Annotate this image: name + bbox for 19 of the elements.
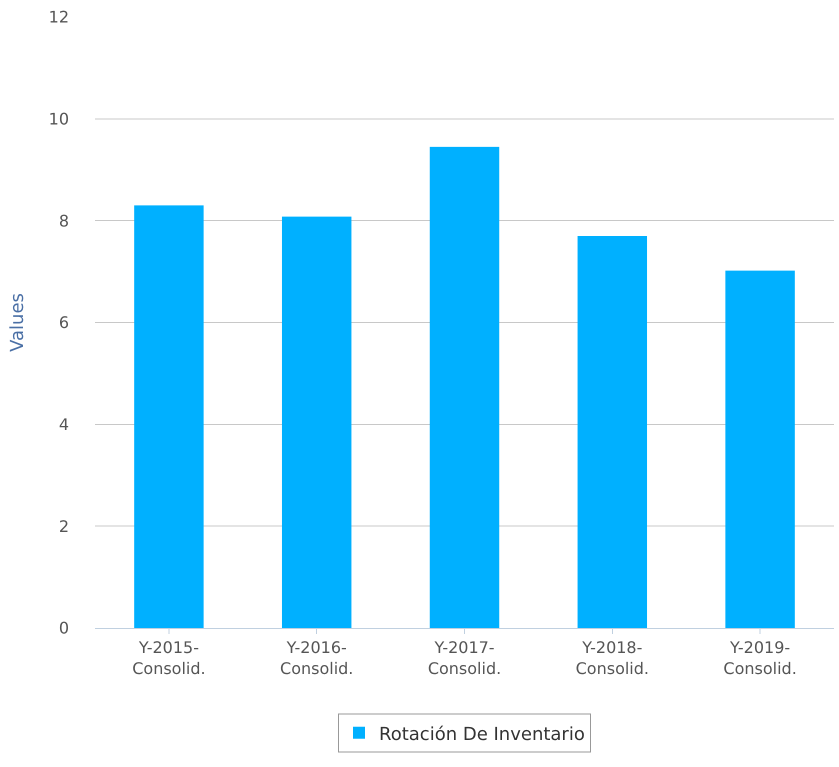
y-axis-title: Values <box>6 293 28 352</box>
y-tick-label: 8 <box>58 211 69 230</box>
legend-label: Rotación De Inventario <box>379 724 585 745</box>
bar <box>430 146 500 628</box>
y-tick-label: 6 <box>58 313 69 332</box>
y-tick-label: 12 <box>48 8 69 27</box>
x-tick-label: Y-2017- Consolid. <box>428 638 502 678</box>
y-tick-label: 4 <box>58 414 69 434</box>
x-tick-label: Y-2015- Consolid. <box>132 638 206 678</box>
y-tick-label: 2 <box>58 516 69 536</box>
bar <box>282 216 352 628</box>
bar <box>134 205 204 628</box>
x-tick-label: Y-2019- Consolid. <box>723 638 797 678</box>
bar <box>578 236 648 628</box>
y-tick-label: 0 <box>58 618 69 638</box>
x-tick-label: Y-2016- Consolid. <box>280 638 354 678</box>
y-tick-label: 10 <box>48 109 69 128</box>
bar <box>725 270 795 628</box>
x-tick-label: Y-2018- Consolid. <box>576 638 649 678</box>
